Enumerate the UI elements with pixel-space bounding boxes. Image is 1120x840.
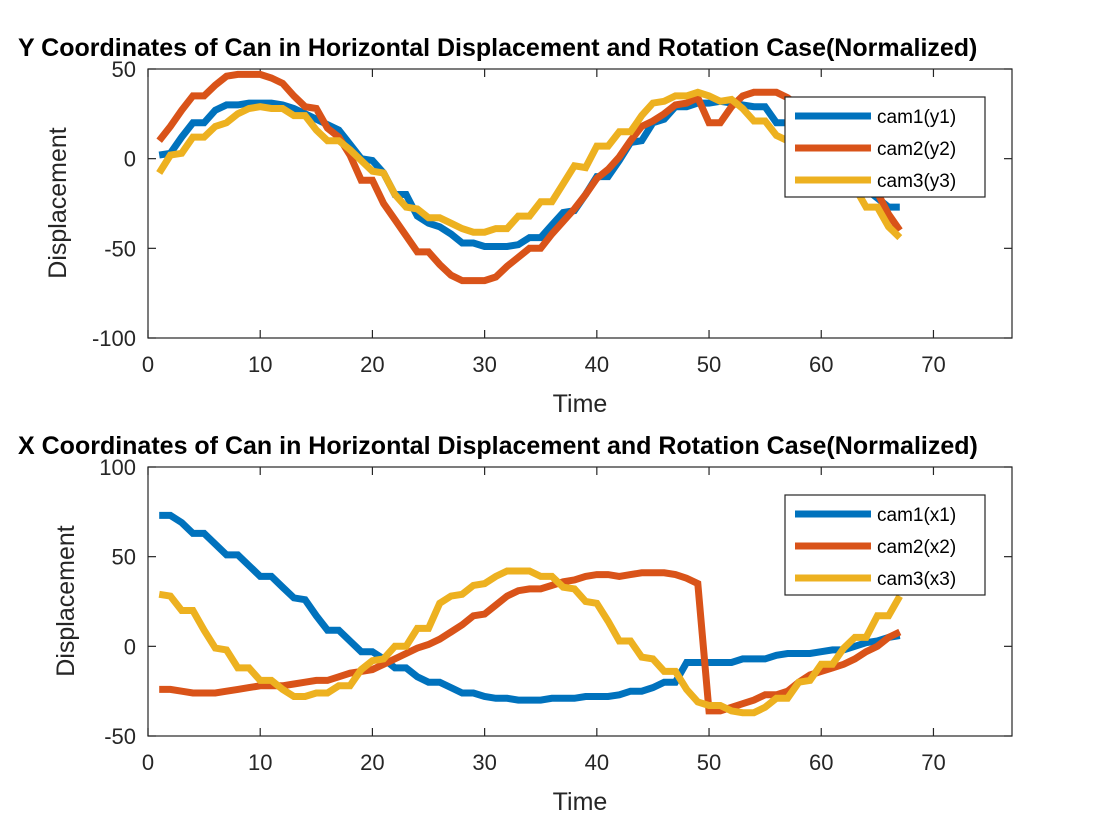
x-tick-label: 10 xyxy=(248,750,272,775)
x-tick-label: 70 xyxy=(921,750,945,775)
legend-label: cam3(y3) xyxy=(877,171,956,192)
x-tick-label: 30 xyxy=(472,750,496,775)
plot-area-frame xyxy=(147,466,1013,737)
x-tick-label: 10 xyxy=(248,352,272,377)
legend-label: cam2(y2) xyxy=(877,139,956,160)
x-tick-label: 0 xyxy=(142,352,154,377)
y-tick-label: -50 xyxy=(104,236,136,261)
y-tick-label: 0 xyxy=(124,147,136,172)
y-axis-label: Displacement xyxy=(52,525,80,677)
y-tick-label: 0 xyxy=(124,634,136,659)
x-tick-label: 60 xyxy=(809,352,833,377)
x-tick-label: 40 xyxy=(585,352,609,377)
x-tick-label: 50 xyxy=(697,750,721,775)
x-tick-label: 50 xyxy=(697,352,721,377)
x-tick-label: 70 xyxy=(921,352,945,377)
y-tick-label: -100 xyxy=(92,326,136,351)
series-line-cam1(y1) xyxy=(158,97,900,250)
x-axis-label: Time xyxy=(553,788,608,816)
x-tick-label: 40 xyxy=(585,750,609,775)
series-line-cam2(y2) xyxy=(156,70,903,285)
legend-label: cam1(x1) xyxy=(877,505,956,526)
legend-label: cam2(x2) xyxy=(877,537,956,558)
chart-title: Y Coordinates of Can in Horizontal Displ… xyxy=(18,34,977,62)
x-tick-label: 30 xyxy=(472,352,496,377)
chart-title: X Coordinates of Can in Horizontal Displ… xyxy=(18,432,978,460)
legend-label: cam3(x3) xyxy=(877,569,956,590)
y-axis-label: Displacement xyxy=(44,127,72,279)
y-tick-label: 100 xyxy=(99,455,136,480)
legend: cam1(x1) cam2(x2) cam3(x3) xyxy=(784,494,986,596)
y-tick-label: -50 xyxy=(104,724,136,749)
y-tick-label: 50 xyxy=(112,57,136,82)
chart-panel-x-coordinates: X Coordinates of Can in Horizontal Displ… xyxy=(18,432,1013,816)
x-tick-label: 60 xyxy=(809,750,833,775)
chart-panel-y-coordinates: Y Coordinates of Can in Horizontal Displ… xyxy=(18,34,1013,418)
x-axis-label: Time xyxy=(553,390,608,418)
legend: cam1(y1) cam2(y2) cam3(y3) xyxy=(784,96,986,198)
series-line-cam3(y3) xyxy=(156,88,903,241)
plot-area-frame xyxy=(147,68,1013,339)
x-tick-label: 20 xyxy=(360,750,384,775)
series-line-cam3(x3) xyxy=(158,567,903,717)
y-tick-label: 50 xyxy=(112,545,136,570)
legend-label: cam1(y1) xyxy=(877,107,956,128)
x-tick-label: 20 xyxy=(360,352,384,377)
x-tick-label: 0 xyxy=(142,750,154,775)
series-line-cam1(x1) xyxy=(159,511,901,704)
